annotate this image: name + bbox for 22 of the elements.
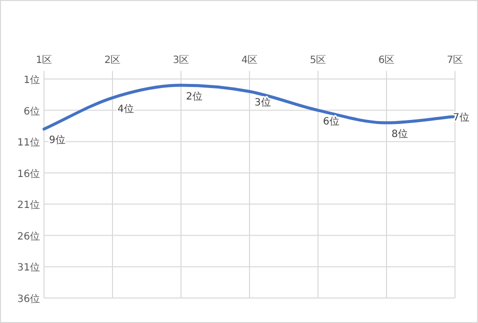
data-label: 4位 <box>118 102 134 115</box>
y-tick-label: 11位 <box>17 136 40 149</box>
x-tick-label: 3区 <box>172 55 190 66</box>
data-label: 6位 <box>323 115 340 128</box>
y-tick-label: 36位 <box>17 293 40 305</box>
data-label: 7位 <box>453 112 470 124</box>
y-tick-label: 21位 <box>17 199 40 212</box>
data-label: 2位 <box>186 90 202 102</box>
x-tick-label: 1区 <box>36 55 52 66</box>
data-label: 8位 <box>392 128 408 140</box>
x-tick-label: 4区 <box>241 55 258 66</box>
y-tick-label: 26位 <box>17 230 40 242</box>
y-tick-label: 1位 <box>24 74 40 86</box>
y-tick-label: 31位 <box>17 262 40 274</box>
y-tick-label: 6位 <box>24 105 40 118</box>
x-tick-label: 2区 <box>104 55 121 66</box>
data-label: 3位 <box>254 96 271 109</box>
x-tick-label: 7区 <box>446 55 464 66</box>
x-tick-label: 6区 <box>378 55 395 66</box>
y-tick-label: 16位 <box>17 168 40 180</box>
data-label: 9位 <box>49 134 66 146</box>
x-tick-label: 5区 <box>310 55 326 66</box>
